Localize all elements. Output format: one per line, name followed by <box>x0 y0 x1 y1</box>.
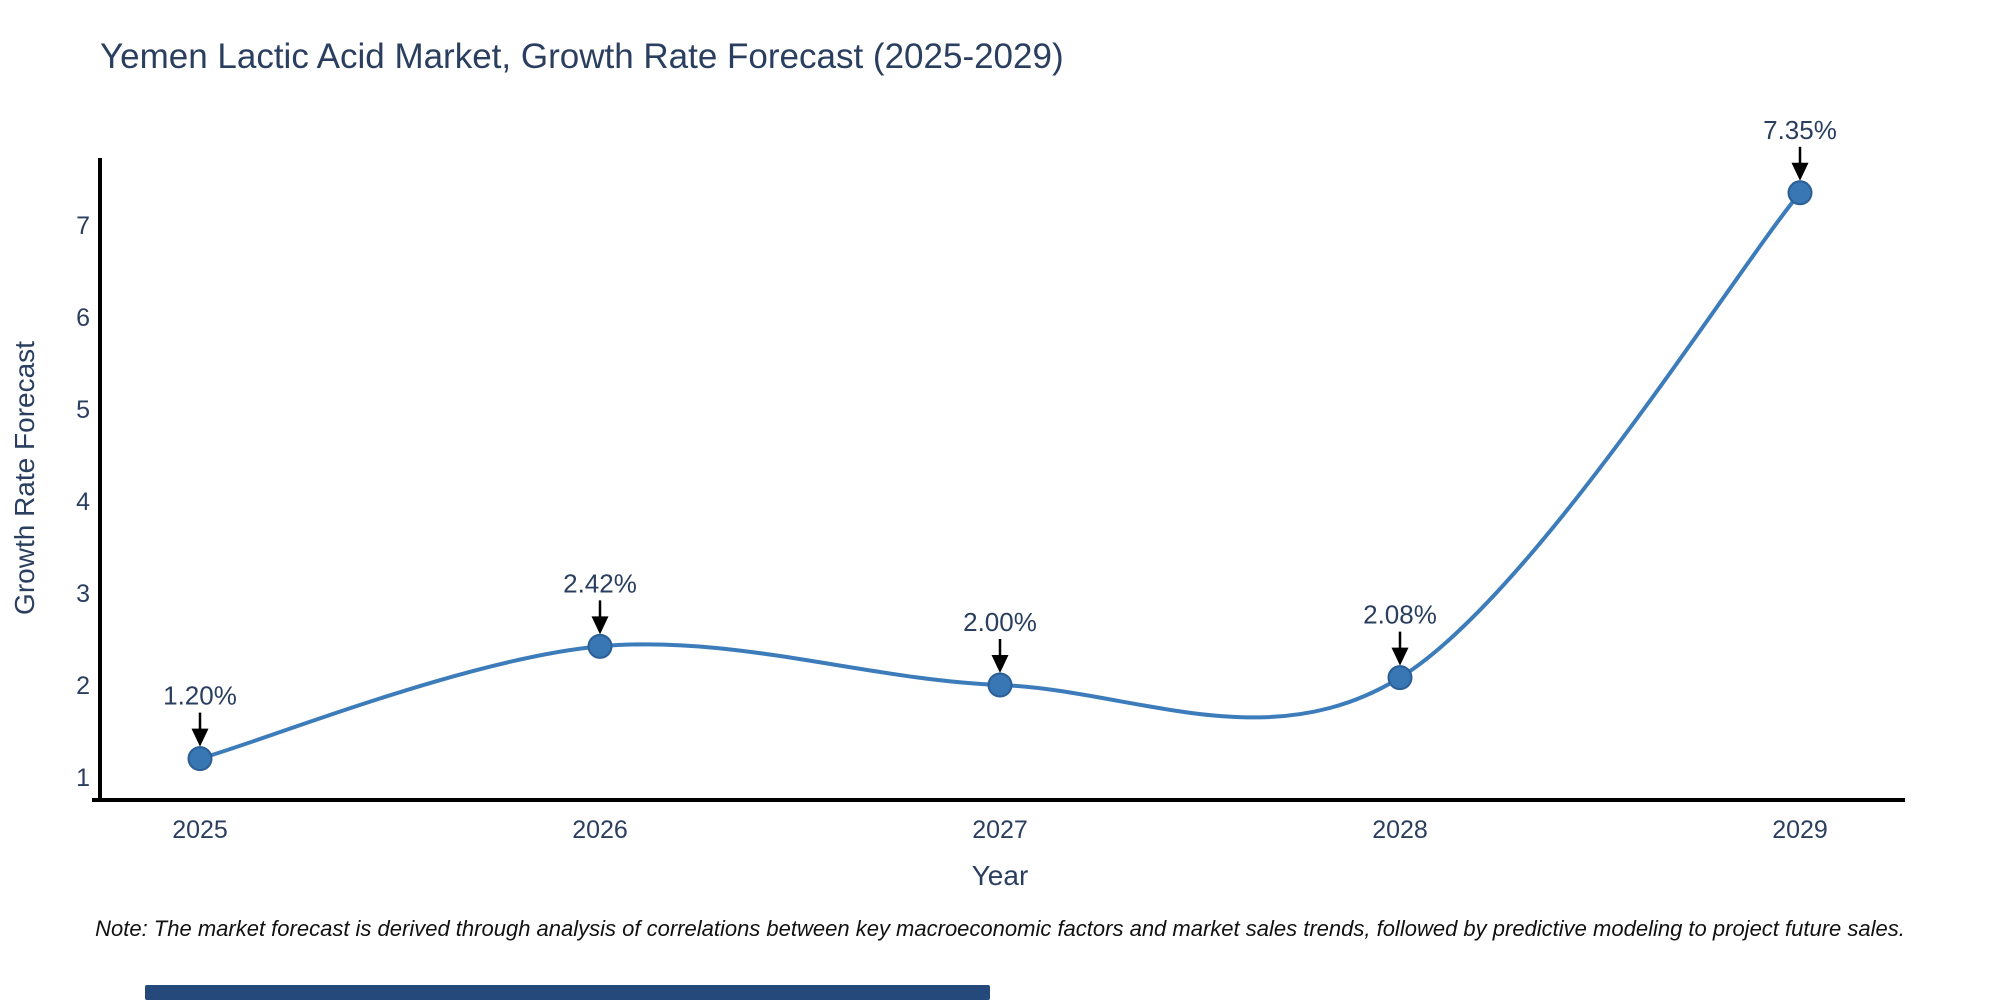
annotation-arrowhead-icon <box>1391 647 1409 666</box>
tick-labels: 1 2 3 4 5 6 7 2025 2026 2027 2028 2029 <box>76 212 1828 844</box>
annotation-arrowhead-icon <box>591 616 609 635</box>
point-value-label: 1.20% <box>163 681 237 711</box>
data-series <box>187 180 1813 772</box>
x-axis-title: Year <box>972 860 1029 891</box>
forecast-spline-line <box>198 190 1802 761</box>
annotation-arrowhead-icon <box>1791 162 1809 181</box>
y-axis-title: Growth Rate Forecast <box>9 341 40 615</box>
data-point-marker <box>987 672 1013 698</box>
x-tick-label: 2029 <box>1772 816 1828 844</box>
footnote: Note: The market forecast is derived thr… <box>95 916 1905 941</box>
chart-title: Yemen Lactic Acid Market, Growth Rate Fo… <box>100 37 1064 76</box>
point-annotations: 1.20% 2.42% 2.00% 2.08% 7.35% <box>163 115 1837 747</box>
y-tick-label: 6 <box>76 304 90 332</box>
y-tick-label: 7 <box>76 212 90 240</box>
y-tick-label: 2 <box>76 672 90 700</box>
x-tick-label: 2026 <box>572 816 628 844</box>
y-tick-label: 5 <box>76 396 90 424</box>
point-value-label: 2.42% <box>563 568 637 598</box>
point-value-label: 2.08% <box>1363 600 1437 630</box>
x-tick-label: 2027 <box>972 816 1028 844</box>
point-value-label: 7.35% <box>1763 115 1837 145</box>
annotation-arrowhead-icon <box>991 655 1009 673</box>
y-tick-label: 3 <box>76 580 90 608</box>
data-point-marker <box>187 746 213 772</box>
x-tick-label: 2028 <box>1372 816 1428 844</box>
data-point-marker <box>1787 180 1813 206</box>
y-tick-label: 4 <box>76 488 90 516</box>
y-tick-label: 1 <box>76 764 90 792</box>
data-point-marker <box>1387 665 1413 691</box>
horizontal-scrollbar-thumb[interactable] <box>145 985 990 1000</box>
annotation-arrowhead-icon <box>191 728 209 747</box>
data-point-marker <box>587 633 613 659</box>
point-value-label: 2.00% <box>963 607 1037 637</box>
x-tick-label: 2025 <box>172 816 228 844</box>
axes <box>92 158 1905 802</box>
